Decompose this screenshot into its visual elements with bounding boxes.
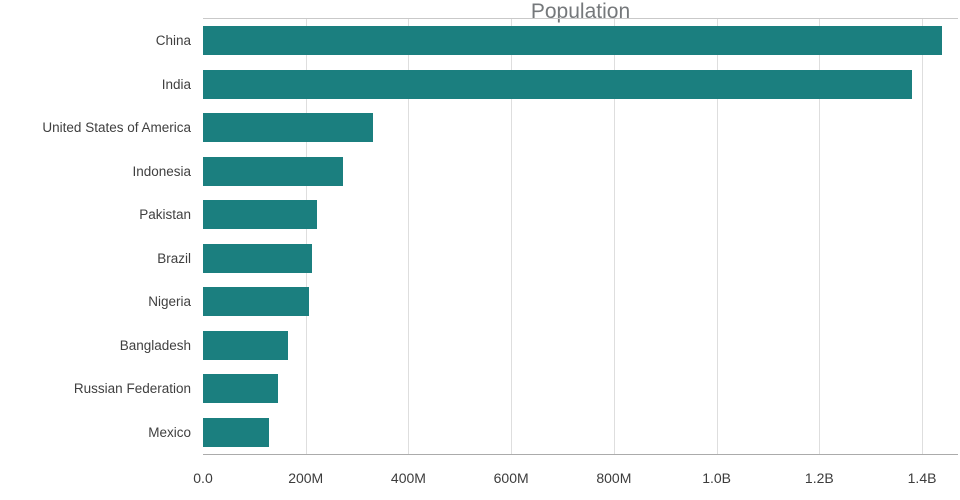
bar-bangladesh (203, 330, 288, 360)
bar-row: United States of America (42, 113, 958, 143)
plot-area: China India United States of America Indone… (42, 18, 958, 455)
x-tick-label: 1.4B (907, 470, 937, 486)
category-label: China (155, 33, 191, 48)
gridline (305, 19, 307, 454)
gridline (613, 19, 615, 454)
gridline (922, 19, 924, 454)
category-label: United States of America (42, 120, 191, 135)
bar-row: Mexico (148, 417, 958, 447)
category-label: Russian Federation (73, 381, 191, 396)
bar-india (203, 69, 912, 99)
bar-row: Bangladesh (120, 330, 958, 360)
x-tick-label: 600M (493, 470, 529, 486)
category-label: Nigeria (148, 294, 191, 309)
x-tick-label: 0.0 (193, 470, 213, 486)
bar-nigeria (203, 287, 309, 317)
gridline (511, 19, 513, 454)
x-tick-label: 200M (288, 470, 324, 486)
x-tick-label: 1.0B (702, 470, 731, 486)
category-label: India (161, 76, 191, 92)
category-label: Indonesia (132, 163, 191, 179)
bar-row: Nigeria (148, 287, 958, 317)
category-label: Bangladesh (119, 337, 191, 353)
category-label: Pakistan (139, 207, 191, 222)
gridline (819, 19, 821, 454)
category-label: Mexico (148, 424, 191, 440)
bar-rows: China India United States of America Indone… (42, 19, 958, 454)
bar-row: Brazil (157, 243, 958, 273)
x-tick-label: 800M (596, 470, 632, 486)
bar-row: Indonesia (132, 156, 958, 186)
gridlines (203, 19, 958, 454)
bar-row: Russian Federation (74, 374, 958, 404)
chart-title: Population (530, 0, 631, 23)
x-tick-label: 400M (390, 470, 426, 486)
bar-row: Pakistan (139, 200, 958, 230)
bar-row: China (156, 26, 958, 56)
bar-row: India (162, 69, 958, 99)
bar-united-states-of-america (203, 113, 373, 143)
bar-pakistan (203, 200, 317, 230)
bar-indonesia (203, 156, 344, 186)
category-label: Brazil (157, 250, 191, 266)
bar-china (203, 26, 943, 56)
bar-brazil (203, 243, 312, 273)
gridline (716, 19, 718, 454)
bar-russian-federation (203, 374, 278, 404)
gridline (408, 19, 410, 454)
bar-mexico (203, 417, 270, 447)
x-tick-label: 1.2B (804, 470, 834, 486)
x-axis: 0.0 200M 400M 600M 800M 1.0B 1.2B 1.4B (193, 468, 958, 488)
